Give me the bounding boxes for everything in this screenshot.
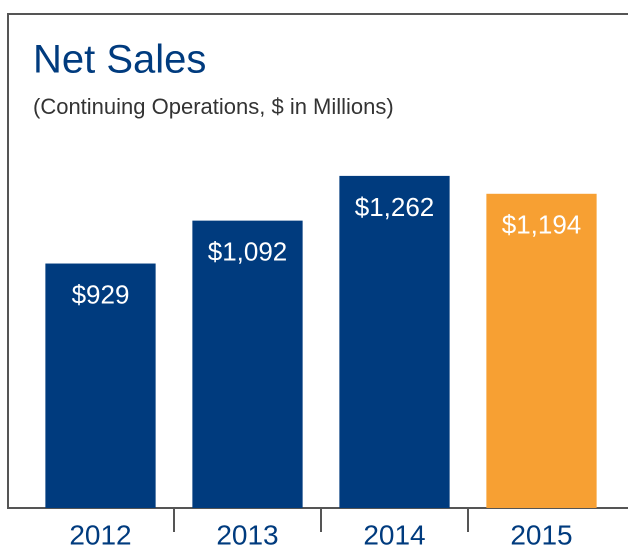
chart-subtitle: (Continuing Operations, $ in Millions) (33, 94, 394, 119)
bar (192, 220, 303, 508)
x-tick-label: 2013 (216, 519, 278, 550)
value-label: $1,092 (208, 237, 288, 267)
frame (7, 13, 628, 509)
value-label: $1,194 (502, 210, 582, 240)
chart-title: Net Sales (33, 38, 206, 82)
bar (45, 263, 156, 508)
value-label: $929 (72, 279, 130, 309)
bar (339, 175, 450, 509)
x-tick-label: 2012 (69, 519, 131, 550)
bar (486, 193, 597, 508)
x-tick-label: 2015 (510, 519, 572, 550)
x-tick-label: 2014 (363, 519, 425, 550)
value-label: $1,262 (355, 192, 435, 222)
